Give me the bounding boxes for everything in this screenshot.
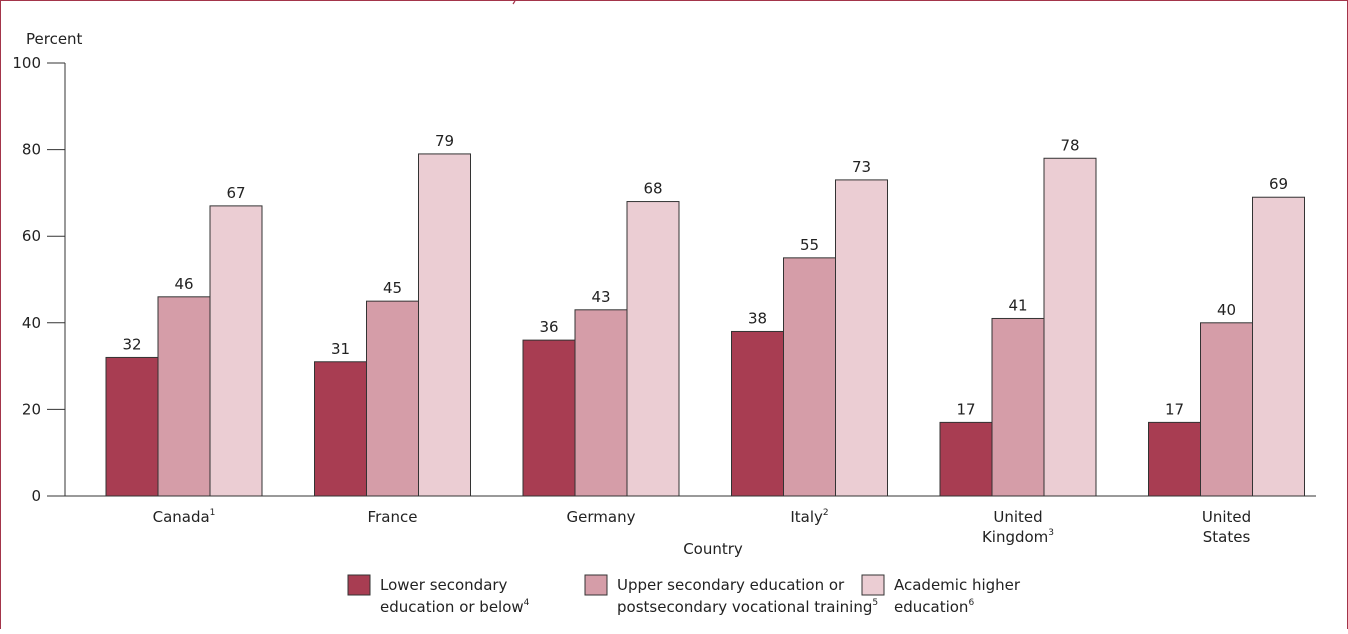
category-label: Germany [567,508,636,526]
bar [991,317,1045,497]
y-axis-title: Percent [26,30,83,48]
category-label: France [368,508,418,526]
y-axis: 0 20 40 60 80 100 [12,54,66,505]
y-tick-label: 40 [22,314,41,332]
data-label: 38 [748,309,767,327]
data-label: 31 [331,340,350,358]
legend-label: Lower secondary education or below4 [380,576,530,616]
data-label: 79 [435,132,454,150]
bar [835,179,888,497]
bar [1252,196,1305,497]
bar [626,201,680,497]
y-tick-label: 80 [22,141,41,159]
bar [1148,421,1201,497]
bar [157,296,211,497]
y-tick-label: 20 [22,400,41,418]
legend: Lower secondary education or below4 Upper … [347,574,1021,616]
bar [105,356,159,497]
category-label: United States [1202,508,1251,546]
bar [314,361,367,497]
bar [783,257,836,497]
data-label: 67 [226,184,245,202]
bar [1200,322,1253,497]
y-tick-label: 100 [12,54,41,72]
bar [731,330,784,497]
y-tick-label: 0 [31,487,41,505]
category-label: United Kingdom3 [982,508,1054,546]
data-label: 68 [643,180,662,198]
bar [939,421,993,497]
data-label: 45 [383,279,402,297]
data-label: 73 [852,158,871,176]
data-label: 55 [800,236,819,254]
legend-label: Academic higher education6 [894,576,1021,616]
legend-swatch [861,574,885,596]
data-label: 40 [1217,301,1236,319]
bar [1043,157,1097,497]
data-label: 43 [591,288,610,306]
category-labels: Canada1 France Germany Italy2 United Kingdom3… [153,508,1252,546]
bar [522,339,576,497]
category-label: Italy2 [790,508,828,526]
data-label: 78 [1060,136,1079,154]
x-axis-title: Country [683,540,743,558]
y-tick-label: 60 [22,227,41,245]
bar [574,309,628,497]
bar [209,205,263,497]
legend-label: Upper secondary education or postsecondar… [617,576,878,616]
data-label: 17 [1165,400,1184,418]
legend-swatch [347,574,371,596]
data-label: 17 [956,400,975,418]
bar [366,300,419,497]
data-label: 69 [1269,175,1288,193]
data-label: 32 [122,335,141,353]
data-label: 41 [1008,296,1027,314]
data-label: 36 [539,318,558,336]
data-label: 46 [174,275,193,293]
partial-caption-fragment [512,0,516,5]
category-label: Canada1 [153,508,216,526]
bar [418,153,471,497]
bar-group: 32 46 67 31 45 79 36 43 68 38 55 73 17 41 78 17 40 69 [105,132,1305,497]
legend-swatch [584,574,608,596]
